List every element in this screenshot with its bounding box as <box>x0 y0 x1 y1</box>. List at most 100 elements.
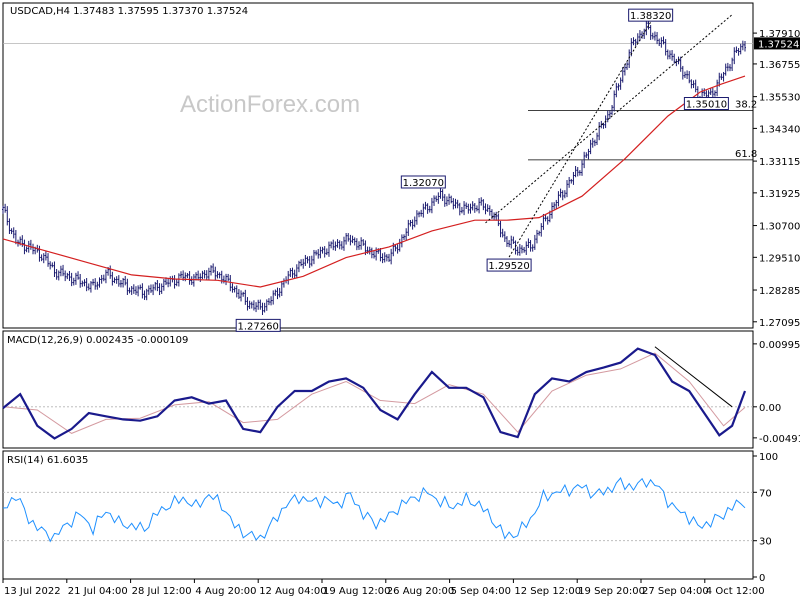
candle <box>312 249 315 265</box>
time-tick-label: 26 Aug 20:00 <box>387 586 454 597</box>
macd-tick-label: -0.004912 <box>759 434 800 445</box>
candle <box>692 80 695 89</box>
candle <box>690 79 693 89</box>
candle <box>525 241 528 255</box>
price-tick-label: 1.30700 <box>759 222 800 233</box>
annotation-label: 1.27260 <box>238 321 279 332</box>
candle <box>413 216 416 228</box>
candle <box>6 206 9 226</box>
candle <box>475 205 478 212</box>
price-tick-label: 1.33115 <box>759 157 800 168</box>
candle <box>162 278 165 291</box>
candle <box>355 238 358 251</box>
candle <box>469 203 472 214</box>
candle <box>463 201 466 216</box>
candle <box>581 160 584 176</box>
candle <box>145 288 148 301</box>
candle <box>295 264 298 279</box>
candle <box>261 302 264 315</box>
candle <box>741 40 744 51</box>
candle <box>64 270 67 282</box>
candle <box>482 199 485 211</box>
candle <box>96 281 99 290</box>
candle <box>735 46 738 53</box>
candle <box>576 167 579 177</box>
candle <box>27 240 30 253</box>
candle <box>666 49 669 60</box>
candle <box>128 287 131 294</box>
candle <box>197 270 200 281</box>
price-annotation: 1.35010 <box>683 97 729 111</box>
candle <box>540 223 543 237</box>
candle <box>636 33 639 44</box>
price-plot: 38.2 61.8 1.38320 1.32070 1.29520 1.27260 1.35… <box>2 8 757 332</box>
candle <box>257 299 260 310</box>
candle <box>379 248 382 262</box>
candle <box>265 299 268 311</box>
candle <box>660 37 663 48</box>
candle <box>124 275 127 286</box>
price-annotation: 1.27260 <box>235 318 281 332</box>
candle <box>179 271 182 279</box>
candle <box>731 57 734 71</box>
candle <box>225 273 228 286</box>
candle <box>617 83 620 91</box>
candle <box>394 244 397 252</box>
candle <box>360 237 363 250</box>
moving-average-line <box>2 75 746 288</box>
candle <box>57 270 60 281</box>
candle <box>227 273 230 282</box>
candle <box>308 256 311 268</box>
candle <box>510 235 513 249</box>
candle <box>70 272 73 287</box>
annotation-box <box>683 97 729 111</box>
candle <box>278 288 281 298</box>
candle <box>310 255 313 267</box>
candle <box>623 63 626 76</box>
rsi-plot <box>2 477 753 543</box>
candle <box>175 278 178 287</box>
candle <box>679 56 682 72</box>
time-tick-label: 12 Aug 04:00 <box>259 586 326 597</box>
candle <box>111 271 114 286</box>
macd-plot <box>2 346 753 440</box>
candle <box>448 193 451 205</box>
candle <box>651 32 654 40</box>
time-tick-label: 21 Jul 04:00 <box>68 586 128 597</box>
candle <box>218 272 221 279</box>
candle <box>538 230 541 236</box>
candle <box>546 216 549 225</box>
candle <box>435 195 438 202</box>
candle <box>315 250 318 256</box>
candle <box>578 170 581 176</box>
candle <box>596 132 599 146</box>
candle <box>467 203 470 214</box>
candle <box>668 50 671 60</box>
candle <box>132 284 135 294</box>
price-tick-label: 1.27095 <box>759 318 800 329</box>
candle <box>291 267 294 278</box>
candle <box>345 233 348 245</box>
candle <box>77 271 80 280</box>
candle <box>458 202 461 216</box>
candle <box>4 203 7 213</box>
candle <box>23 239 26 255</box>
annotation-box <box>628 8 674 22</box>
candle <box>400 234 403 248</box>
candle <box>488 205 491 216</box>
candle <box>353 237 356 246</box>
candle <box>405 228 408 241</box>
candle <box>544 214 547 222</box>
price-tick-label: 1.36755 <box>759 60 800 71</box>
candle <box>658 38 661 47</box>
candle <box>587 148 590 160</box>
candle <box>332 239 335 251</box>
candle <box>527 238 530 248</box>
candle <box>716 79 719 97</box>
candle <box>342 236 345 251</box>
candle <box>585 152 588 159</box>
candle <box>443 194 446 207</box>
candle <box>626 62 629 70</box>
candle <box>274 289 277 296</box>
